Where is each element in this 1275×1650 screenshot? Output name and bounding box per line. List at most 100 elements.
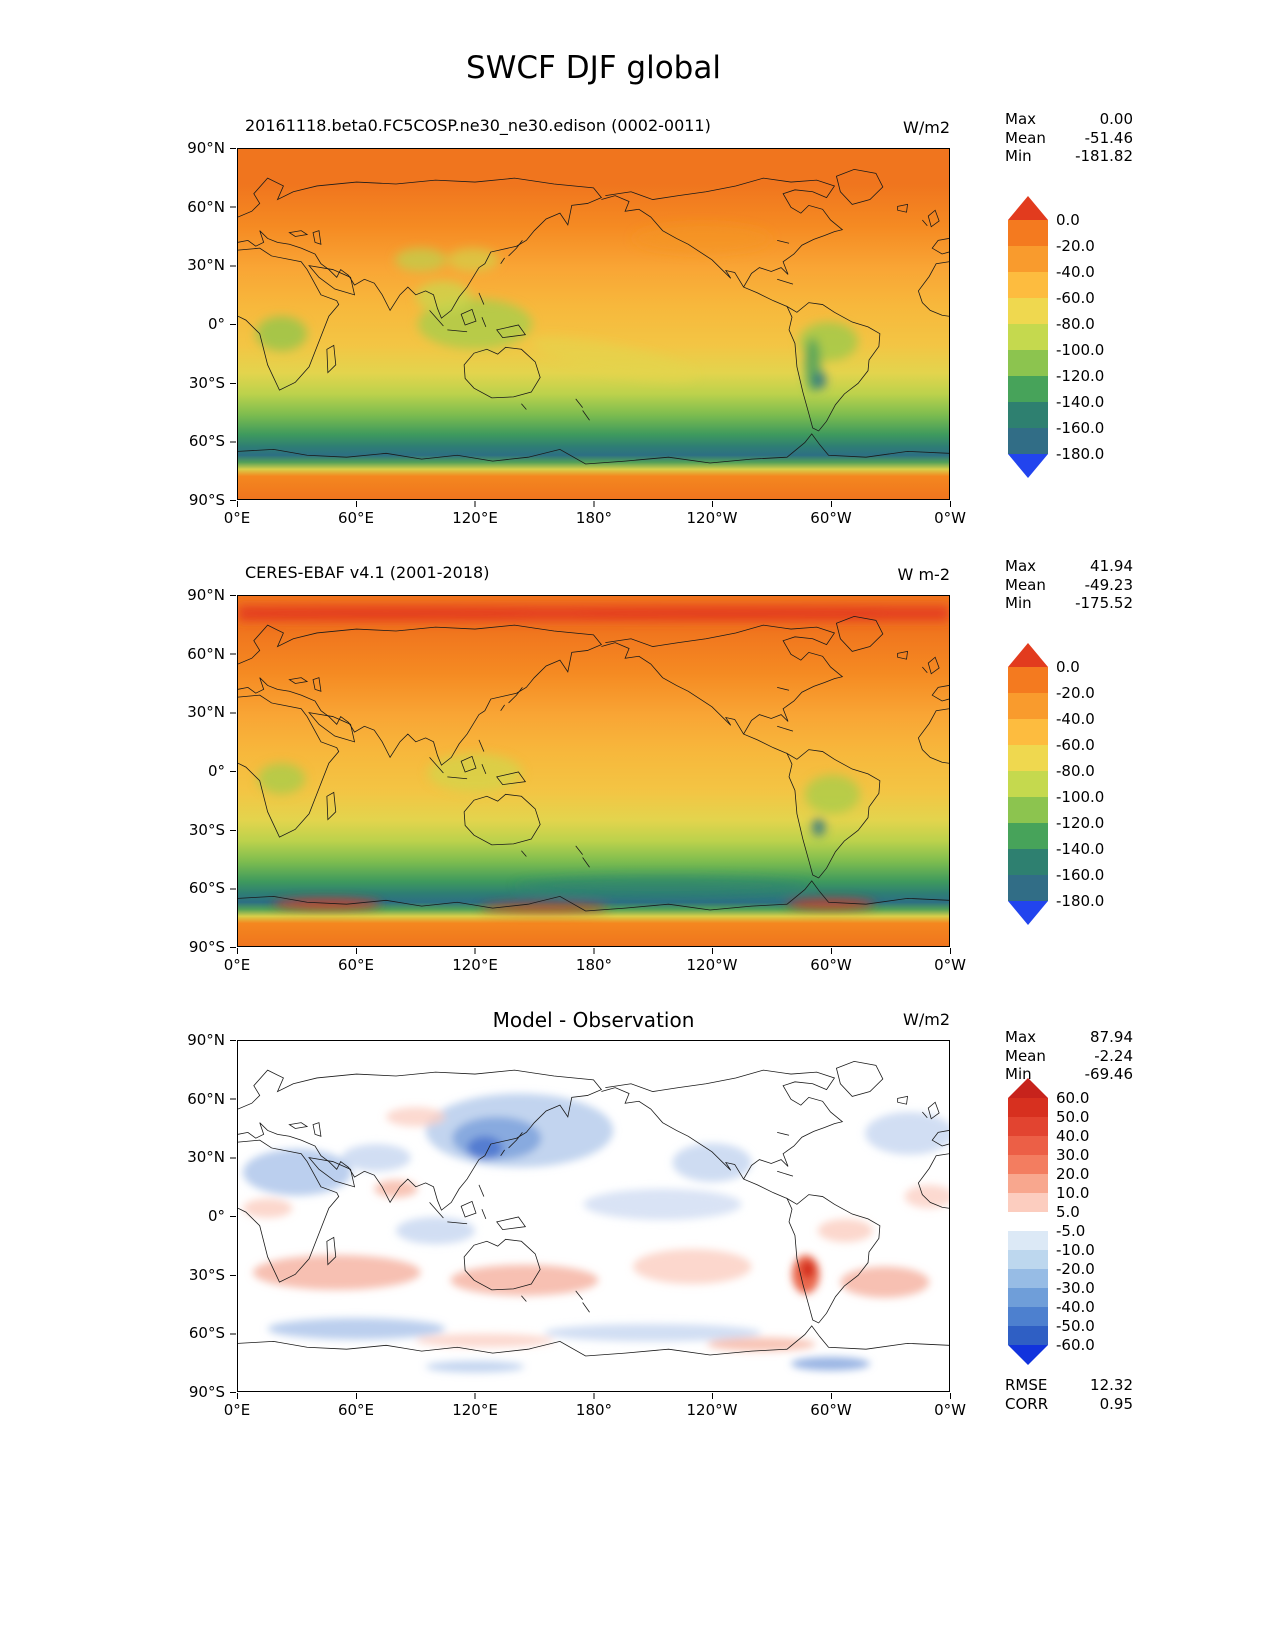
stats-block: Max 0.00 Mean -51.46 Min -181.82 [1005, 110, 1133, 166]
x-axis-ticks [237, 501, 951, 507]
units-label: W/m2 [903, 1010, 950, 1029]
colorbar-label: -100.0 [1056, 788, 1105, 806]
stat-value: 41.94 [1090, 557, 1133, 575]
colorbar-segment [1008, 745, 1048, 771]
lat-tick-label: 30°S [188, 821, 225, 839]
lat-tick-label: 60°N [187, 1090, 225, 1108]
colorbar-label: -40.0 [1056, 263, 1095, 281]
colorbar-label: 40.0 [1056, 1127, 1090, 1145]
colorbar-label: -80.0 [1056, 315, 1095, 333]
lat-tick-label: 0° [207, 315, 225, 333]
lat-tick-label: 60°S [188, 432, 225, 450]
stat-label: Mean [1005, 1046, 1046, 1065]
lon-tick-label: 0°W [934, 1401, 966, 1419]
colorbar-cap-bottom [1008, 454, 1048, 478]
lat-tick-label: 90°S [188, 938, 225, 956]
colorbar-segment [1008, 376, 1048, 402]
map-plot-model [238, 149, 949, 499]
colorbar-label: 0.0 [1056, 211, 1080, 229]
stat-value: -181.82 [1075, 147, 1133, 165]
lon-tick-label: 60°E [337, 509, 375, 527]
stat-row-min: Min -69.46 [1005, 1065, 1133, 1084]
rmse-value: 12.32 [1090, 1376, 1133, 1394]
colorbar-segment [1008, 823, 1048, 849]
lon-tick-label: 120°W [686, 1401, 738, 1419]
colorbar-label: -20.0 [1056, 237, 1095, 255]
lat-tick-label: 90°S [188, 1383, 225, 1401]
obs-field-features [238, 605, 949, 914]
lat-tick-label: 90°N [187, 1031, 225, 1049]
colorbar-label: -140.0 [1056, 840, 1105, 858]
colorbar-segment [1008, 272, 1048, 298]
lon-tick-label: 60°E [337, 956, 375, 974]
obs-dataset-title: CERES-EBAF v4.1 (2001-2018) [245, 563, 490, 582]
units-label: W/m2 [903, 118, 950, 137]
lon-tick-label: 0°W [934, 956, 966, 974]
x-axis-ticks [237, 1393, 951, 1399]
stat-row-min: Min -181.82 [1005, 147, 1133, 166]
colorbar-cap-bottom [1008, 901, 1048, 925]
colorbar-segment [1008, 875, 1048, 901]
lon-tick-label: 60°W [810, 956, 852, 974]
stat-row-mean: Mean -2.24 [1005, 1047, 1133, 1066]
stat-value: -51.46 [1084, 128, 1133, 147]
lon-tick-label: 120°W [686, 509, 738, 527]
difference-title: Model - Observation [492, 1008, 695, 1032]
lon-tick-label: 120°E [452, 509, 498, 527]
corr-value: 0.95 [1099, 1394, 1133, 1413]
colorbar-label: -5.0 [1056, 1222, 1086, 1240]
colorbar-diff [1008, 1078, 1048, 1365]
lat-tick-label: 30°S [188, 1266, 225, 1284]
colorbar-segment [1008, 797, 1048, 823]
colorbar-segment [1008, 1212, 1048, 1231]
stat-label: Mean [1005, 128, 1046, 147]
lon-tick-label: 0°E [223, 509, 251, 527]
lat-tick-label: 30°N [187, 256, 225, 274]
stats-block: Max 87.94 Mean -2.24 Min -69.46 [1005, 1028, 1133, 1084]
colorbar-segment [1008, 1326, 1048, 1345]
colorbar-segment [1008, 1098, 1048, 1117]
stat-value: -49.23 [1084, 575, 1133, 594]
colorbar-segment [1008, 1250, 1048, 1269]
colorbar-label: 0.0 [1056, 658, 1080, 676]
stat-label: Max [1005, 110, 1037, 128]
lon-tick-label: 60°W [810, 1401, 852, 1419]
colorbar-label: -180.0 [1056, 892, 1105, 910]
colorbar-segment [1008, 1136, 1048, 1155]
colorbar-cap-bottom [1008, 1345, 1048, 1365]
colorbar-label: 5.0 [1056, 1203, 1080, 1221]
stat-label: Min [1005, 1065, 1032, 1083]
lat-tick-label: 60°N [187, 645, 225, 663]
stat-value: 0.00 [1099, 110, 1133, 128]
lon-tick-label: 180° [575, 1401, 613, 1419]
y-axis-ticks [230, 595, 236, 948]
colorbar-segment [1008, 1307, 1048, 1326]
stat-label: Mean [1005, 575, 1046, 594]
colorbar-cap-top [1008, 643, 1048, 667]
colorbar-segment [1008, 402, 1048, 428]
stat-value: 87.94 [1090, 1028, 1133, 1046]
lon-tick-label: 0°W [934, 509, 966, 527]
colorbar-label: -120.0 [1056, 367, 1105, 385]
stat-row-mean: Mean -51.46 [1005, 129, 1133, 148]
lat-tick-label: 90°N [187, 139, 225, 157]
colorbar-label: -60.0 [1056, 1336, 1095, 1354]
colorbar-segment [1008, 298, 1048, 324]
colorbar-label: -180.0 [1056, 445, 1105, 463]
colorbar-segment [1008, 693, 1048, 719]
lat-tick-label: 30°N [187, 703, 225, 721]
colorbar-label: -80.0 [1056, 762, 1095, 780]
colorbar-cap-top [1008, 1078, 1048, 1098]
colorbar-label: -30.0 [1056, 1279, 1095, 1297]
corr-label: CORR [1005, 1394, 1049, 1413]
colorbar-segment [1008, 1193, 1048, 1212]
lat-tick-label: 0° [207, 1207, 225, 1225]
stat-label: Min [1005, 594, 1032, 612]
corr-row: CORR 0.95 [1005, 1395, 1133, 1414]
stat-value: -175.52 [1075, 594, 1133, 612]
colorbar-label: -60.0 [1056, 736, 1095, 754]
lon-tick-label: 60°W [810, 509, 852, 527]
lat-tick-label: 60°S [188, 879, 225, 897]
colorbar-segment [1008, 1155, 1048, 1174]
lon-tick-label: 180° [575, 509, 613, 527]
